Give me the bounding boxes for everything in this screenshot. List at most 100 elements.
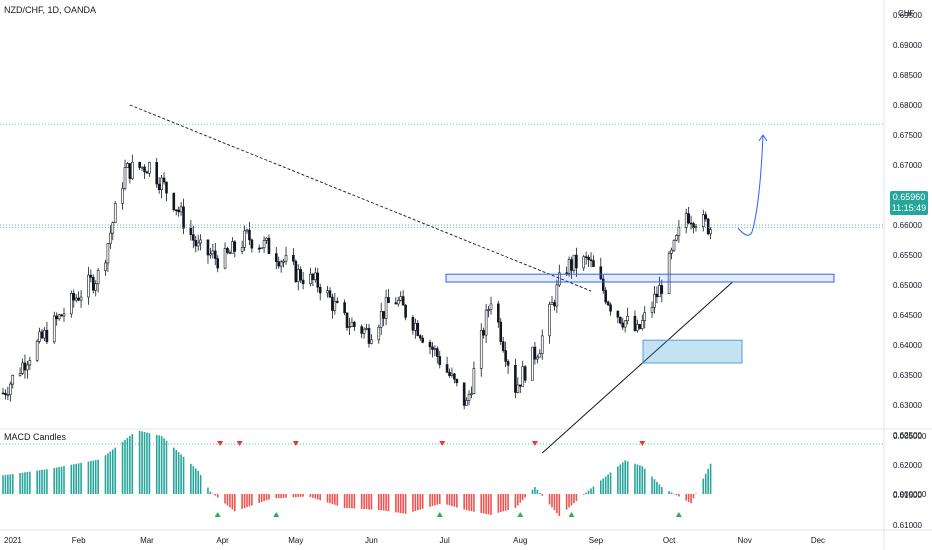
macd-bar <box>548 494 551 505</box>
last-price-value: 0.65960 <box>892 192 926 202</box>
y-tick-label: 0.62000 <box>893 461 922 470</box>
macd-bar <box>21 472 24 494</box>
candle-down <box>660 285 664 294</box>
macd-bar <box>565 494 568 510</box>
macd-bar <box>316 494 319 500</box>
macd-bar <box>107 453 109 494</box>
macd-bar <box>292 494 295 498</box>
macd-bar <box>63 466 65 494</box>
macd-bar <box>687 494 690 502</box>
candle-down <box>504 350 507 362</box>
candle-down <box>157 183 161 191</box>
macd-bar <box>207 487 209 494</box>
candle-down <box>189 227 193 235</box>
candle-down <box>301 279 305 285</box>
macd-bar <box>155 434 158 494</box>
candle-down <box>177 209 180 213</box>
macd-bar <box>604 476 607 494</box>
candle-up <box>231 241 234 254</box>
candle-down <box>418 335 422 339</box>
macd-bar <box>336 494 339 506</box>
candle-up <box>640 320 644 329</box>
projection-path <box>737 134 764 236</box>
macd-bar <box>668 491 670 494</box>
macd-bar <box>92 460 95 494</box>
x-tick-label: Oct <box>663 536 676 545</box>
macd-bar <box>314 494 317 499</box>
candle-down <box>606 301 610 306</box>
candle-down <box>248 229 251 241</box>
candle-down <box>462 382 466 406</box>
macd-bar <box>487 494 490 515</box>
macd-buy-arrow <box>675 512 682 517</box>
candle-down <box>1 392 5 395</box>
macd-bar <box>75 463 77 494</box>
candle-down <box>294 260 298 282</box>
macd-bar <box>268 494 270 500</box>
macd-bar <box>80 462 82 494</box>
macd-bar <box>2 475 4 494</box>
macd-bar <box>399 494 402 514</box>
candle-down <box>501 341 505 351</box>
macd-bar <box>26 471 29 494</box>
candle-down <box>633 315 637 331</box>
y-tick-label: 0.67000 <box>893 161 922 170</box>
candle-up <box>348 326 351 328</box>
macd-bar <box>87 461 90 494</box>
candle-up <box>296 269 300 282</box>
macd-bar <box>575 494 578 502</box>
candle-down <box>233 241 237 252</box>
macd-bar <box>353 494 356 509</box>
macd-bar <box>619 464 622 494</box>
candle-up <box>465 399 468 406</box>
candle-down <box>401 296 405 306</box>
ascending-trendline <box>541 281 733 454</box>
macd-bar <box>387 494 390 512</box>
macd-bar <box>131 434 134 494</box>
macd-bar <box>160 436 163 494</box>
macd-bar <box>138 430 141 494</box>
macd-bar <box>260 494 263 503</box>
candle-up <box>109 232 112 244</box>
candle-down <box>267 237 271 254</box>
candle-up <box>470 393 473 395</box>
candle-down <box>216 258 220 269</box>
macd-bar <box>24 472 26 494</box>
macd-bar <box>326 494 329 503</box>
macd-bar <box>275 494 278 499</box>
macd-tick-label: 0.005000 <box>893 432 927 441</box>
candle-down <box>599 266 603 280</box>
macd-bar <box>9 474 12 494</box>
candle-up <box>326 290 329 294</box>
candle-down <box>411 317 415 331</box>
candle-down <box>143 166 146 173</box>
candle-up <box>670 249 673 254</box>
macd-bar <box>363 494 365 510</box>
macd-bar <box>165 440 168 494</box>
candle-down <box>533 346 537 360</box>
macd-bar <box>377 494 380 511</box>
macd-bar <box>626 461 629 494</box>
candle-up <box>160 177 163 191</box>
candle-down <box>155 162 159 185</box>
macd-bar <box>351 494 353 509</box>
macd-buy-arrow <box>568 512 575 517</box>
macd-bar <box>412 494 414 512</box>
macd-bar <box>653 479 656 494</box>
candle-down <box>192 234 195 241</box>
macd-bar <box>53 468 56 494</box>
candle-up <box>516 384 520 393</box>
candle-up <box>282 260 285 263</box>
macd-bar <box>517 494 519 506</box>
candle-up <box>548 304 551 337</box>
y-tick-label: 0.68500 <box>893 71 922 80</box>
macd-sell-arrow <box>292 441 299 446</box>
macd-bar <box>295 494 297 498</box>
macd-bar <box>419 494 422 510</box>
y-tick-label: 0.64500 <box>893 311 922 320</box>
macd-bar <box>177 452 180 494</box>
macd-bar <box>558 494 561 517</box>
candle-up <box>196 242 200 247</box>
candle-up <box>675 235 678 241</box>
